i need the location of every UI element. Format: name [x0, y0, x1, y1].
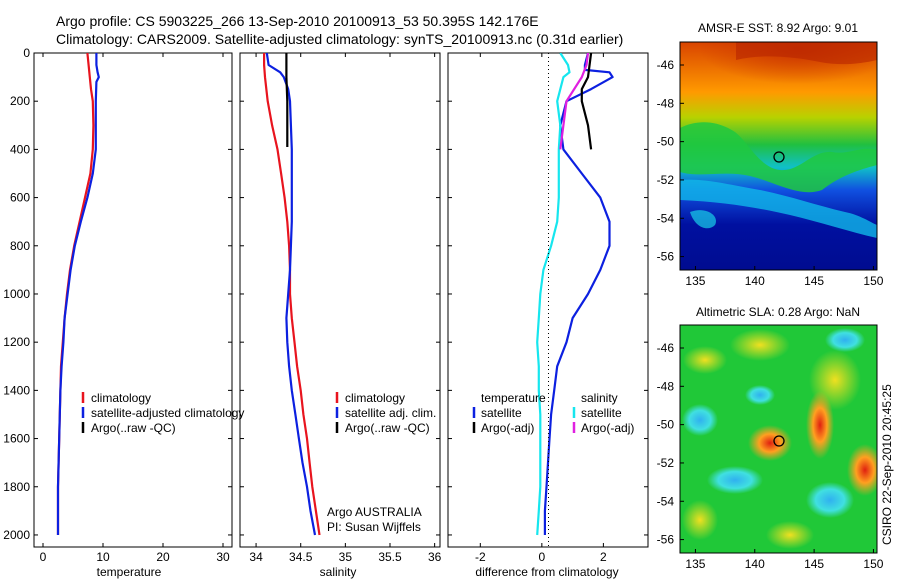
map-x-tick-label: 145: [804, 274, 824, 288]
legend-label: Argo(-adj): [481, 421, 534, 435]
map-y-tick-label: -48: [657, 379, 675, 393]
map-x-tick-label: 150: [863, 557, 883, 571]
map-y-tick-label: -56: [657, 250, 675, 264]
x-tick-label: 2: [600, 550, 607, 564]
series-line-climatology: [56, 53, 95, 535]
legend-label: climatology: [345, 391, 405, 405]
map-y-tick-label: -56: [657, 533, 675, 547]
float-pi-label: PI: Susan Wijffels: [327, 520, 421, 534]
y-tick-label: 1000: [3, 287, 30, 301]
map-x-tick-label: 145: [804, 557, 824, 571]
x-tick-label: -2: [475, 550, 486, 564]
x-tick-label: 10: [96, 550, 110, 564]
y-tick-label: 1400: [3, 383, 30, 397]
legend-label: Argo(..raw -QC): [91, 421, 176, 435]
salinity-annotation: Argo AUSTRALIA PI: Susan Wijffels: [327, 505, 422, 534]
figure-title-line2: Climatology: CARS2009. Satellite-adjuste…: [56, 31, 623, 47]
x-tick-label: 34: [249, 550, 263, 564]
map-y-tick-label: -46: [657, 58, 675, 72]
map-x-tick-label: 150: [863, 274, 883, 288]
legend-label: satellite: [581, 406, 622, 420]
map-y-tick-label: -54: [657, 494, 675, 508]
x-tick-label: 20: [156, 550, 170, 564]
map-y-tick-label: -50: [657, 418, 675, 432]
temperature-xlabel: temperature: [97, 565, 162, 579]
temperature-legend: climatology satellite-adjusted climatolo…: [81, 391, 244, 435]
x-tick-label: 0: [40, 550, 47, 564]
sst-map-title: AMSR-E SST: 8.92 Argo: 9.01: [698, 21, 858, 35]
temperature-panel: [33, 52, 233, 548]
map-y-tick-label: -46: [657, 341, 675, 355]
map-y-tick-label: -48: [657, 96, 675, 110]
map-y-tick-label: -50: [657, 135, 675, 149]
series-line-satellite-adjusted-climatology: [56, 53, 100, 535]
map-y-tick-label: -54: [657, 211, 675, 225]
legend-label: climatology: [91, 391, 151, 405]
series-line-temperature-argo-adj-: [580, 53, 593, 150]
map-y-tick-label: -52: [657, 456, 675, 470]
y-tick-label: 0: [23, 46, 30, 60]
sst-map-frame: [679, 41, 878, 271]
difference-xlabel: difference from climatology: [475, 565, 618, 579]
y-tick-label: 2000: [3, 528, 30, 542]
x-tick-label: 35.5: [378, 550, 402, 564]
sst-map: [680, 42, 877, 270]
float-owner-label: Argo AUSTRALIA: [327, 505, 422, 519]
x-tick-label: 0: [539, 550, 546, 564]
salinity-xlabel: salinity: [320, 565, 357, 579]
sla-map: [680, 325, 877, 553]
y-tick-label: 800: [10, 239, 30, 253]
series-line-salinity-satellite: [536, 53, 571, 536]
x-tick-label: 30: [216, 550, 230, 564]
series-line-salinity-argo-adj-: [559, 53, 590, 150]
sla-argo-marker: [773, 435, 785, 447]
salinity-panel: [239, 52, 441, 548]
sla-map-frame: [679, 324, 878, 554]
legend-heading: temperature: [481, 391, 546, 405]
y-tick-label: 200: [10, 94, 30, 108]
map-x-tick-label: 140: [745, 274, 765, 288]
y-tick-label: 600: [10, 191, 30, 205]
legend-label: satellite-adjusted climatology: [91, 406, 244, 420]
difference-legend: temperature satellite Argo(-adj) salinit…: [472, 391, 634, 435]
y-tick-label: 1800: [3, 480, 30, 494]
salinity-legend: climatology satellite adj. clim. Argo(..…: [335, 391, 436, 435]
map-x-tick-label: 135: [685, 274, 705, 288]
x-tick-label: 35: [339, 550, 353, 564]
x-tick-label: 34.5: [289, 550, 313, 564]
legend-label: satellite: [481, 406, 522, 420]
series-line-argo-raw-qc-: [285, 53, 289, 147]
series-line-temperature-satellite: [543, 53, 614, 535]
y-tick-label: 1200: [3, 335, 30, 349]
y-tick-label: 1600: [3, 432, 30, 446]
legend-label: Argo(..raw -QC): [345, 421, 430, 435]
sst-argo-marker: [773, 151, 785, 163]
map-x-tick-label: 135: [685, 557, 705, 571]
map-x-tick-label: 140: [745, 557, 765, 571]
map-y-tick-label: -52: [657, 173, 675, 187]
legend-heading: salinity: [581, 391, 618, 405]
y-tick-label: 400: [10, 142, 30, 156]
credit-stamp: CSIRO 22-Sep-2010 20:45:25: [880, 384, 894, 545]
legend-label: Argo(-adj): [581, 421, 634, 435]
sla-map-title: Altimetric SLA: 0.28 Argo: NaN: [696, 305, 860, 319]
legend-label: satellite adj. clim.: [345, 406, 436, 420]
x-tick-label: 36: [428, 550, 442, 564]
figure-title-line1: Argo profile: CS 5903225_266 13-Sep-2010…: [56, 13, 539, 29]
